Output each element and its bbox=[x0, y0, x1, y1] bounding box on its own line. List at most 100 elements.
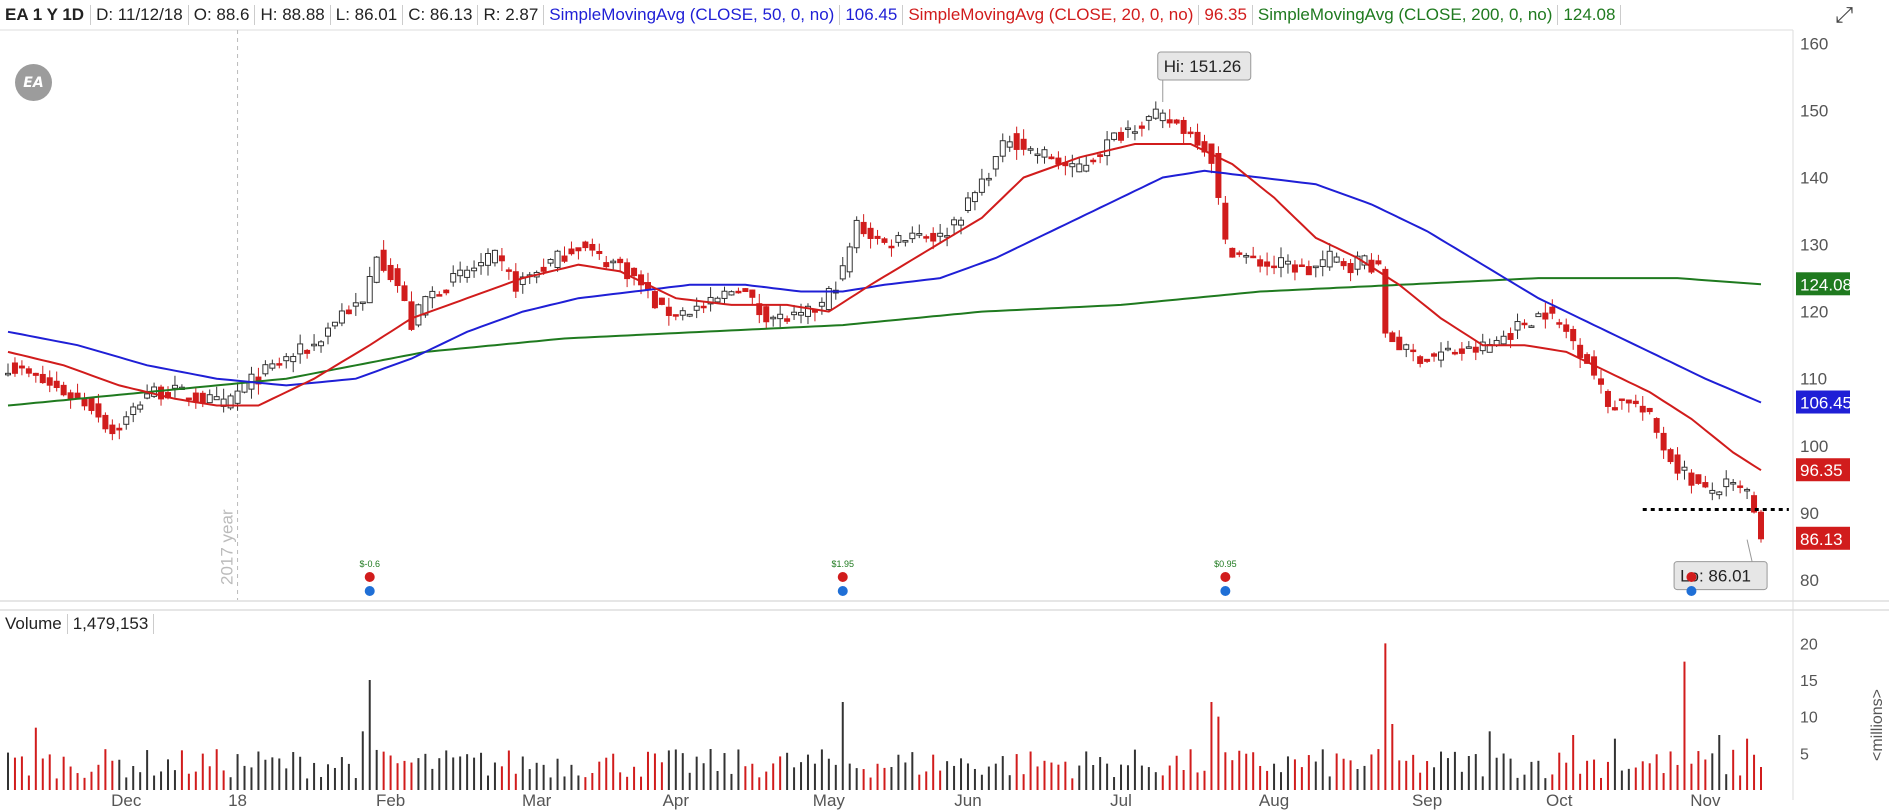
candle-body bbox=[144, 393, 151, 399]
x-tick-label: Oct bbox=[1546, 791, 1573, 810]
candle-body bbox=[338, 310, 345, 324]
high-callout bbox=[1157, 51, 1252, 81]
earnings-icon bbox=[1686, 572, 1697, 582]
x-tick-label: Jun bbox=[954, 791, 981, 810]
candle-body bbox=[1611, 407, 1618, 411]
candle-body bbox=[888, 245, 895, 249]
candle-body bbox=[742, 288, 749, 293]
candle-body bbox=[818, 301, 825, 307]
candle-body bbox=[1236, 252, 1243, 255]
candle-body bbox=[32, 372, 39, 376]
candle-body bbox=[1243, 255, 1250, 258]
candle-body bbox=[1667, 449, 1674, 463]
dividend-icon bbox=[1686, 586, 1697, 596]
candle-body bbox=[74, 392, 81, 399]
candle-body bbox=[359, 301, 366, 305]
candle-body bbox=[1034, 153, 1041, 157]
price-tick-label: 90 bbox=[1800, 504, 1819, 523]
low-callout bbox=[1673, 561, 1768, 591]
expand-icon[interactable]: ⤢ bbox=[1835, 3, 1853, 28]
candle-body bbox=[1131, 131, 1138, 134]
candle-body bbox=[192, 392, 199, 402]
candle-body bbox=[505, 269, 512, 272]
price-tick-label: 140 bbox=[1800, 169, 1828, 188]
year-divider-label: 2017 year bbox=[218, 509, 237, 585]
candle-body bbox=[53, 380, 60, 389]
price-tick-label: 150 bbox=[1800, 101, 1828, 120]
candle-body bbox=[345, 309, 352, 315]
candle-body bbox=[1500, 335, 1507, 345]
candle-body bbox=[283, 356, 290, 362]
candle-body bbox=[1069, 163, 1076, 168]
candle-body bbox=[429, 290, 436, 299]
candle-body bbox=[853, 219, 860, 249]
sma50-study-label[interactable]: SimpleMovingAvg (CLOSE, 50, 0, no) bbox=[544, 5, 841, 25]
candle-body bbox=[575, 247, 582, 252]
candle-body bbox=[1229, 247, 1236, 258]
candle-body bbox=[1291, 264, 1298, 273]
volume-unit-label: <millions> bbox=[1869, 689, 1886, 761]
candle-body bbox=[1055, 157, 1062, 165]
candle-body bbox=[1326, 250, 1333, 268]
candle-body bbox=[1090, 159, 1097, 163]
candle-body bbox=[1340, 261, 1347, 267]
company-logo: EA bbox=[15, 64, 52, 101]
callout-pointer bbox=[1746, 539, 1753, 562]
candle-body bbox=[1584, 354, 1591, 364]
sma20-value: 96.35 bbox=[1199, 5, 1253, 25]
symbol-label[interactable]: EA 1 Y 1D bbox=[0, 5, 92, 25]
candle-body bbox=[798, 311, 805, 316]
candle-body bbox=[5, 372, 11, 376]
candle-body bbox=[1215, 152, 1222, 198]
candle-body bbox=[791, 311, 798, 316]
candle-body bbox=[1118, 131, 1125, 141]
candle-body bbox=[116, 427, 123, 431]
last-value-badge bbox=[1796, 526, 1850, 550]
candle-body bbox=[1674, 454, 1681, 474]
candle-body bbox=[1166, 119, 1173, 124]
candle-body bbox=[860, 221, 867, 235]
sma200-study-label[interactable]: SimpleMovingAvg (CLOSE, 200, 0, no) bbox=[1253, 5, 1559, 25]
candle-body bbox=[130, 406, 137, 416]
candle-body bbox=[185, 397, 192, 401]
candle-body bbox=[401, 285, 408, 302]
candle-body bbox=[658, 297, 665, 305]
x-tick-label: Feb bbox=[376, 791, 405, 810]
candle-body bbox=[735, 290, 742, 294]
candle-body bbox=[1145, 116, 1152, 121]
candle-body bbox=[1660, 432, 1667, 451]
candle-body bbox=[60, 384, 67, 396]
candle-body bbox=[1382, 268, 1389, 334]
candle-body bbox=[1577, 344, 1584, 358]
candle-body bbox=[1347, 263, 1354, 274]
candle-body bbox=[1264, 261, 1271, 267]
close-readout: C: 86.13 bbox=[403, 5, 479, 25]
candle-body bbox=[1403, 344, 1410, 350]
date-readout: D: 11/12/18 bbox=[91, 5, 189, 25]
candle-body bbox=[728, 291, 735, 296]
x-tick-label: Dec bbox=[111, 791, 142, 810]
earnings-value-label: $1.95 bbox=[831, 559, 854, 569]
candle-body bbox=[1013, 133, 1020, 150]
candle-body bbox=[777, 313, 784, 320]
volume-label: Volume bbox=[0, 614, 68, 634]
candle-body bbox=[1479, 341, 1486, 352]
candle-body bbox=[1514, 321, 1521, 331]
candle-body bbox=[311, 343, 318, 347]
candle-body bbox=[352, 302, 359, 307]
sma20-study-label[interactable]: SimpleMovingAvg (CLOSE, 20, 0, no) bbox=[903, 5, 1200, 25]
candle-body bbox=[1305, 266, 1312, 276]
candle-body bbox=[387, 264, 394, 281]
candle-body bbox=[1159, 112, 1166, 122]
x-tick-label: Aug bbox=[1259, 791, 1289, 810]
candle-body bbox=[1438, 351, 1445, 361]
candle-body bbox=[318, 341, 325, 347]
candle-body bbox=[1138, 125, 1145, 129]
sma20-line bbox=[7, 143, 1762, 472]
volume-tick-label: 20 bbox=[1800, 636, 1818, 653]
candle-body bbox=[582, 241, 589, 249]
candle-body bbox=[394, 268, 401, 287]
candle-body bbox=[895, 235, 902, 243]
candle-body bbox=[1083, 164, 1090, 172]
